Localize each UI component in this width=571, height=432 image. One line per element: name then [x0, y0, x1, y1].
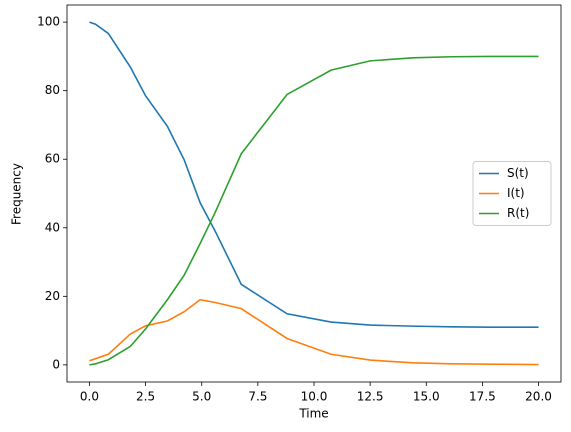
line-series [89, 55, 539, 366]
x-tick-label: 15.0 [413, 390, 440, 404]
line-series [89, 298, 539, 366]
y-tick-label: 0 [52, 357, 60, 371]
y-tick-label: 20 [45, 289, 60, 303]
x-tick-label: 5.0 [192, 390, 211, 404]
x-tick-label: 2.5 [136, 390, 155, 404]
legend-label: I(t) [507, 186, 525, 200]
legend-box [472, 161, 552, 226]
x-tick-label: 20.0 [525, 390, 552, 404]
x-tick-label: 10.0 [301, 390, 328, 404]
line-series [89, 21, 539, 328]
x-tick-label: 17.5 [469, 390, 496, 404]
y-tick-label: 60 [45, 152, 60, 166]
x-tick-label: 0.0 [80, 390, 99, 404]
x-tick-label: 12.5 [357, 390, 384, 404]
y-axis-label: Frequency [10, 163, 24, 225]
legend-label: S(t) [507, 166, 529, 180]
y-tick-label: 100 [37, 15, 60, 29]
x-axis-label: Time [298, 407, 328, 421]
legend-label: R(t) [507, 206, 529, 220]
x-tick-label: 7.5 [248, 390, 267, 404]
y-tick-label: 80 [45, 83, 60, 97]
y-tick-label: 40 [45, 220, 60, 234]
legend: S(t) I(t) R(t) [472, 161, 552, 226]
